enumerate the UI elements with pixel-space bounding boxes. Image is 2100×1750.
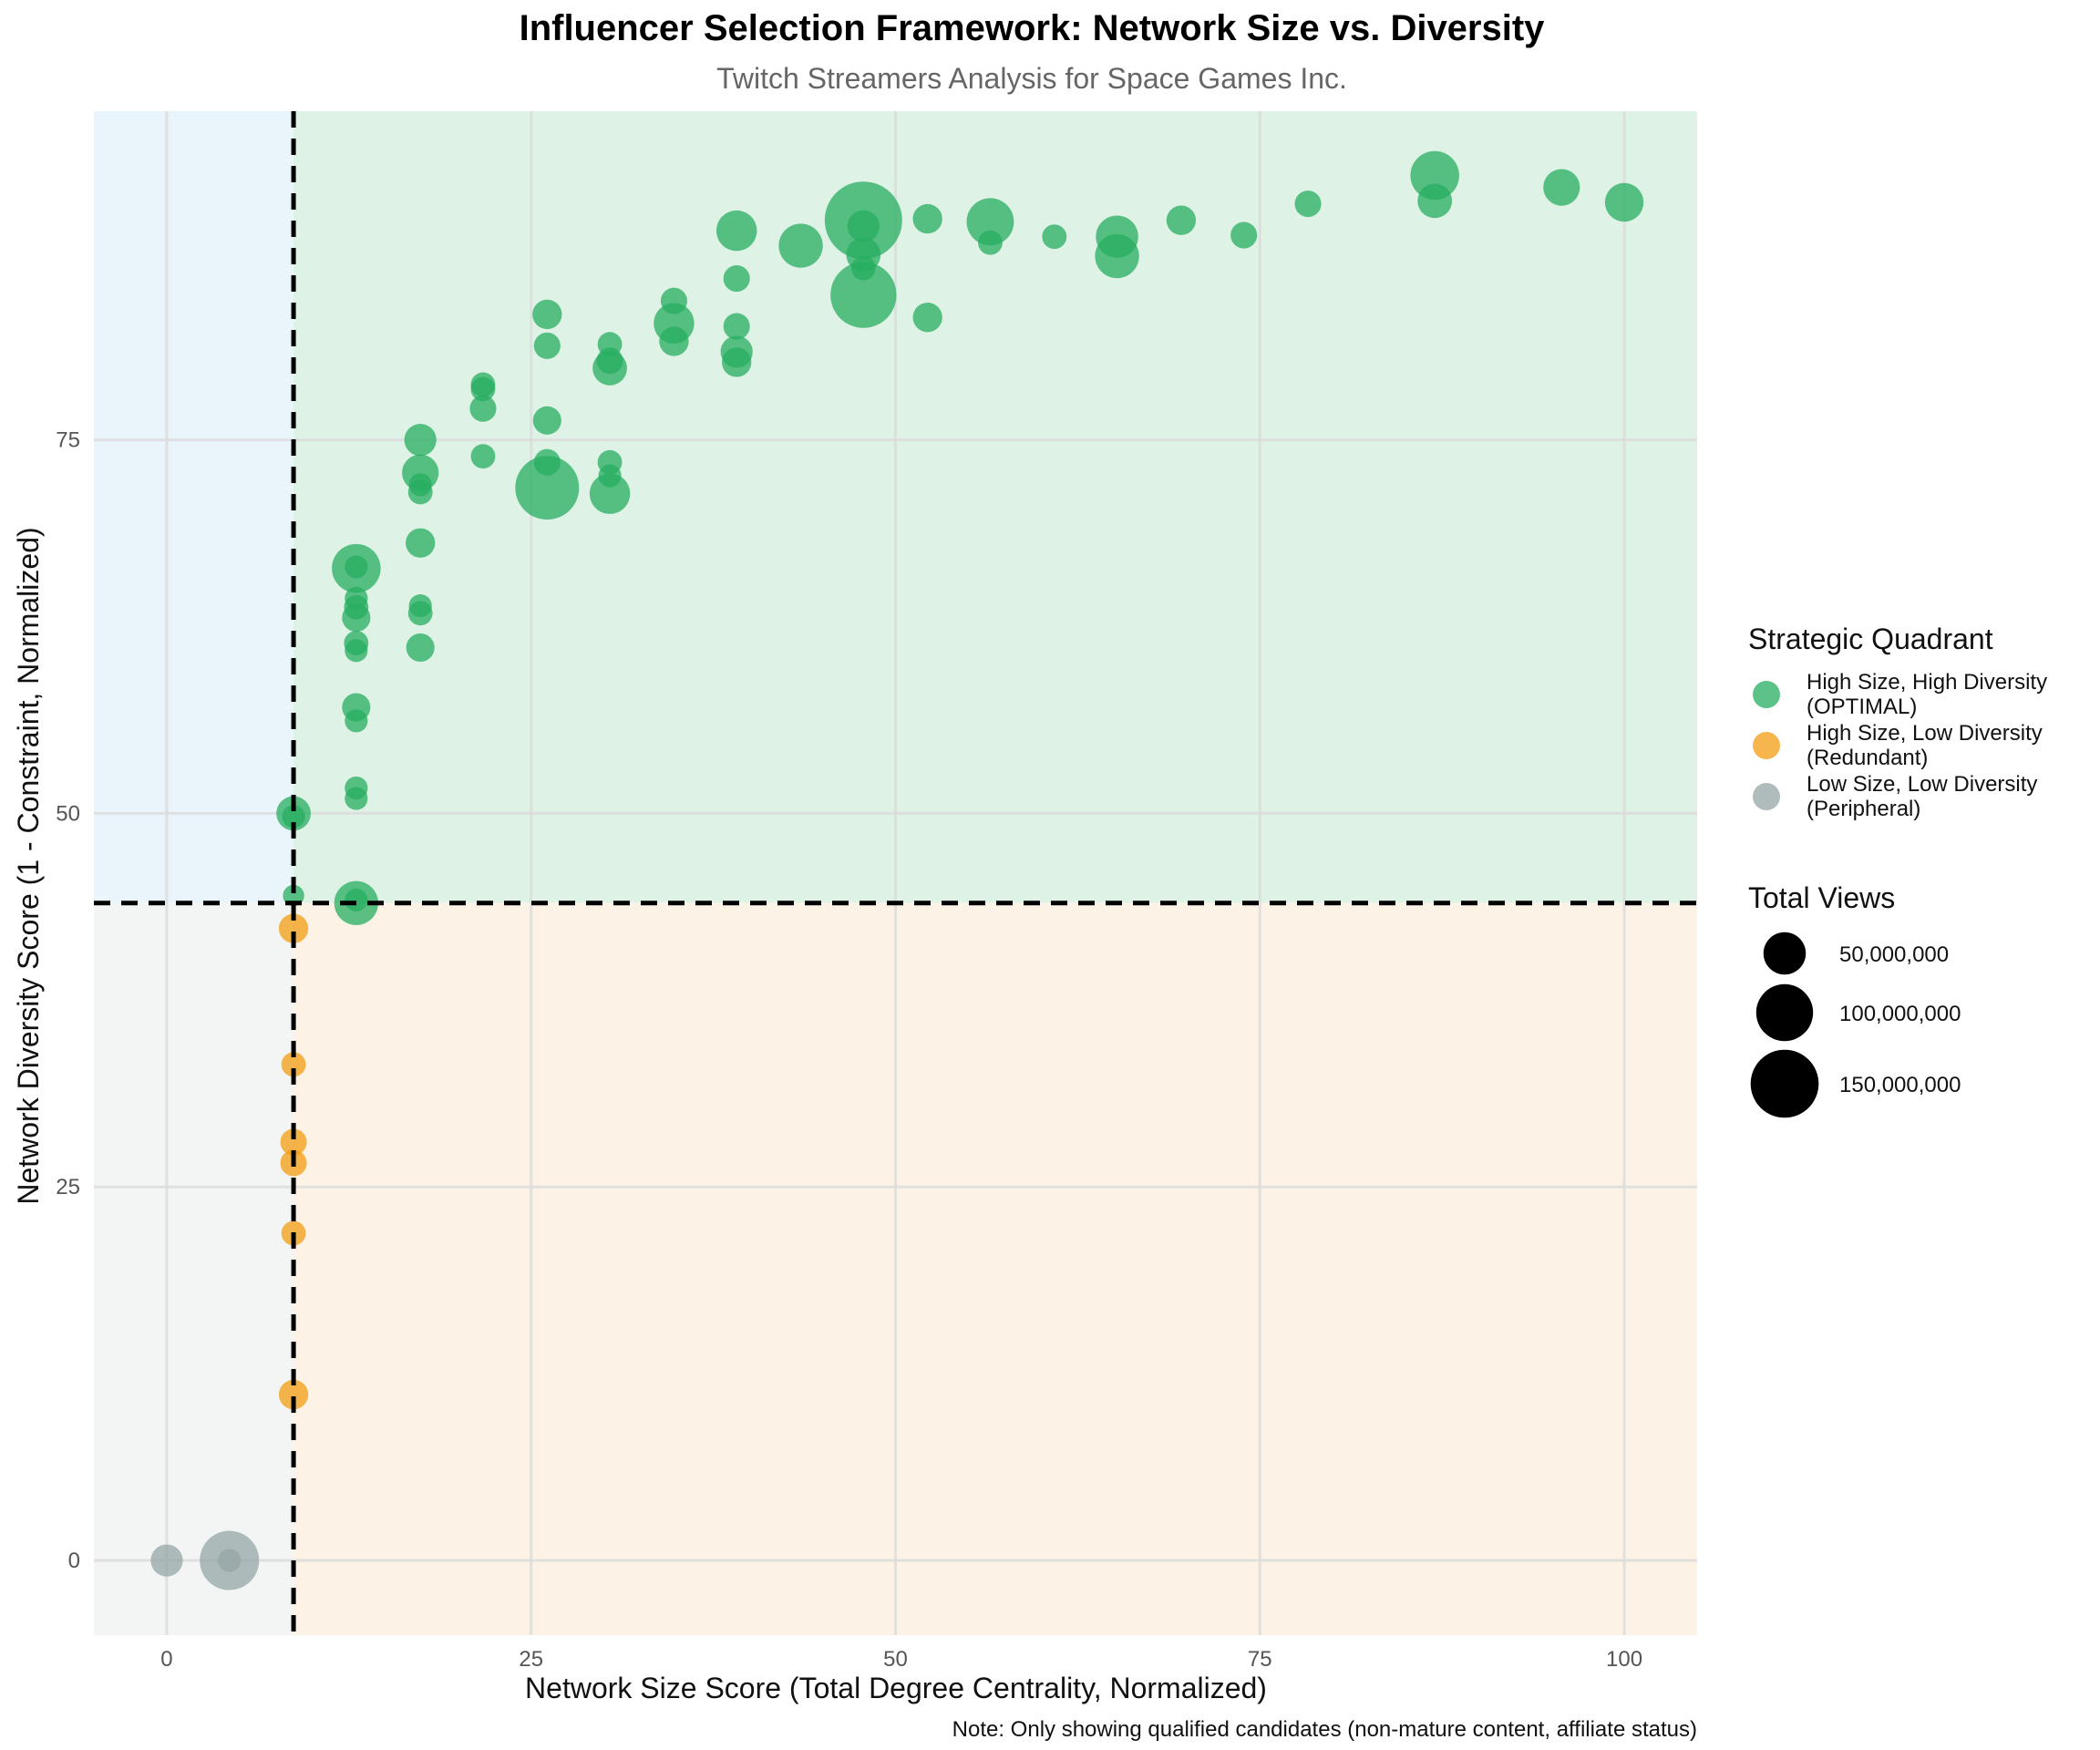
data-point (723, 265, 750, 293)
data-point (966, 198, 1014, 246)
legend-label-peripheral: Low Size, Low Diversity (1807, 772, 2037, 797)
chart-subtitle: Twitch Streamers Analysis for Space Game… (716, 62, 1347, 95)
data-point (150, 1544, 183, 1577)
data-point (282, 805, 305, 829)
data-point (345, 776, 368, 800)
legend-key-peripheral (1753, 783, 1780, 810)
x-tick-label: 25 (519, 1647, 543, 1672)
region-bottom-right (293, 902, 1697, 1635)
quadrant-legend: Strategic Quadrant High Size, High Diver… (1748, 623, 2047, 821)
data-point (406, 633, 435, 663)
data-point (589, 473, 631, 514)
size-legend-circle (1755, 983, 1814, 1042)
x-tick-label: 0 (160, 1647, 172, 1672)
data-point (912, 203, 942, 234)
region-top-left (94, 111, 294, 903)
data-point (533, 332, 561, 359)
legend-label-optimal: High Size, High Diversity (1807, 670, 2047, 695)
quadrant-legend-title: Strategic Quadrant (1748, 623, 1993, 655)
data-point (218, 1549, 242, 1572)
data-point (654, 303, 695, 345)
data-point (406, 528, 436, 558)
size-legend-label: 100,000,000 (1839, 1002, 1961, 1026)
data-point (1096, 215, 1138, 258)
data-point (408, 593, 432, 618)
data-point (830, 262, 897, 328)
x-tick-label: 75 (1248, 1647, 1272, 1672)
data-point (278, 913, 309, 943)
legend-key-redundant (1753, 732, 1780, 759)
size-legend-circle (1750, 1049, 1819, 1118)
data-point (532, 299, 562, 330)
x-tick-label: 50 (883, 1647, 908, 1672)
data-point (912, 303, 942, 333)
data-point (345, 586, 368, 610)
y-tick-label: 75 (56, 428, 80, 453)
size-legend-label: 150,000,000 (1839, 1073, 1961, 1097)
data-point (532, 406, 561, 435)
data-point (1604, 182, 1644, 222)
data-point (469, 395, 497, 422)
data-point (345, 888, 368, 912)
data-point (720, 335, 753, 368)
data-point (470, 372, 496, 397)
data-point (342, 693, 371, 722)
legend-sublabel-peripheral: (Peripheral) (1807, 797, 1920, 821)
legend-label-redundant: High Size, Low Diversity (1807, 721, 2043, 746)
data-point (847, 210, 880, 242)
chart-title: Influencer Selection Framework: Network … (520, 8, 1546, 48)
data-point (1543, 169, 1580, 206)
y-tick-label: 50 (56, 801, 80, 826)
data-point (1042, 224, 1067, 250)
legend-sublabel-optimal: (OPTIMAL) (1807, 695, 1917, 719)
data-point (1230, 221, 1258, 249)
data-point (778, 223, 823, 268)
data-point (402, 454, 439, 491)
size-legend: Total Views 50,000,000 100,000,000 150,000… (1748, 881, 1961, 1118)
data-point (470, 444, 496, 469)
size-legend-title: Total Views (1748, 881, 1895, 914)
y-axis-ticks: 0 25 50 75 (56, 428, 80, 1573)
data-point (1294, 190, 1322, 218)
x-axis-title: Network Size Score (Total Degree Central… (525, 1672, 1267, 1704)
y-tick-label: 25 (56, 1175, 80, 1199)
data-point (597, 449, 623, 475)
data-point (715, 210, 757, 252)
data-point (597, 332, 623, 357)
data-point (344, 631, 369, 655)
data-point (660, 287, 687, 314)
y-axis-title: Network Diversity Score (1 - Constraint,… (12, 527, 45, 1204)
data-point (515, 456, 580, 520)
threshold-lines (94, 111, 1697, 1635)
x-axis-ticks: 0 25 50 75 100 (160, 1647, 1642, 1672)
size-legend-circle (1763, 932, 1807, 975)
legend-sublabel-redundant: (Redundant) (1807, 746, 1928, 770)
data-point (345, 555, 368, 579)
data-point (404, 424, 437, 457)
data-point (1410, 150, 1459, 201)
x-tick-label: 100 (1606, 1647, 1642, 1672)
data-point (278, 1379, 309, 1410)
data-point (280, 1128, 307, 1156)
y-tick-label: 0 (68, 1549, 80, 1573)
data-point (1166, 205, 1197, 235)
data-point (723, 313, 750, 340)
gridlines (94, 111, 1697, 1635)
plot-area (94, 111, 1697, 1635)
footnote: Note: Only showing qualified candidates … (952, 1717, 1697, 1742)
size-legend-label: 50,000,000 (1839, 942, 1949, 967)
data-point (533, 448, 561, 476)
region-bottom-left (94, 902, 294, 1635)
data-point (281, 1052, 306, 1077)
legend-key-optimal (1753, 681, 1780, 708)
